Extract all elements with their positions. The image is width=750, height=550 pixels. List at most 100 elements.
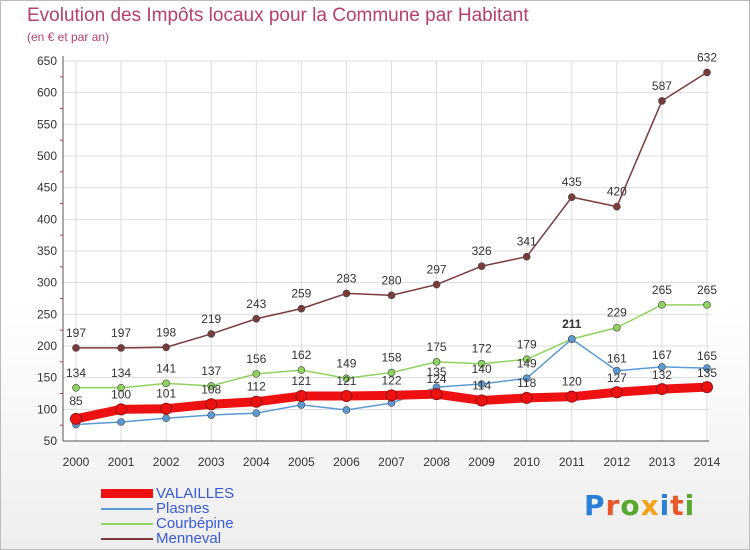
logo-letter: r <box>605 489 621 522</box>
data-point <box>295 390 308 403</box>
data-point <box>70 412 82 425</box>
x-tick-label: 2012 <box>604 455 631 469</box>
data-label: 140 <box>472 362 492 376</box>
data-point <box>567 193 576 201</box>
data-point <box>432 358 441 366</box>
data-point <box>522 355 531 364</box>
data-label: 124 <box>427 372 447 386</box>
data-point <box>703 68 711 77</box>
data-point <box>252 370 261 378</box>
chart-legend: VALAILLES Plasnes Courbépine Menneval <box>101 485 321 547</box>
y-tick-label: 600 <box>37 86 57 100</box>
data-label: 118 <box>517 376 536 390</box>
x-tick-label: 2014 <box>694 455 721 469</box>
data-point <box>565 390 578 403</box>
data-label: 197 <box>111 326 131 340</box>
x-tick-label: 2004 <box>243 455 270 469</box>
data-point <box>250 395 263 408</box>
data-point <box>115 403 128 416</box>
data-point <box>658 301 666 309</box>
data-point <box>703 301 711 309</box>
x-tick-label: 2005 <box>288 455 315 469</box>
data-label: 632 <box>697 50 717 64</box>
x-tick-label: 2009 <box>468 455 495 469</box>
data-point <box>701 381 713 394</box>
data-label: 141 <box>156 361 176 375</box>
data-label: 101 <box>156 387 176 401</box>
data-point <box>207 382 216 390</box>
data-label: 156 <box>246 352 266 366</box>
data-point <box>430 388 443 401</box>
legend-label-menneval: Menneval <box>156 530 222 547</box>
x-tick-label: 2006 <box>333 455 360 469</box>
data-label: 121 <box>336 374 356 388</box>
data-point <box>117 418 125 426</box>
legend-swatch-menneval <box>101 538 153 540</box>
data-point <box>385 389 398 402</box>
legend-swatch-courbepine <box>101 523 153 525</box>
data-label: 175 <box>427 340 447 354</box>
y-tick-label: 50 <box>44 434 58 448</box>
data-label: 120 <box>562 375 582 389</box>
data-point <box>475 394 488 407</box>
legend-label-courbepine: Courbépine <box>156 515 234 532</box>
data-label: 149 <box>336 356 356 370</box>
data-point <box>162 414 170 423</box>
legend-label-plasnes: Plasnes <box>156 500 210 517</box>
data-point <box>655 383 668 396</box>
data-label: 134 <box>111 366 131 380</box>
data-point <box>162 343 170 352</box>
data-point <box>658 363 666 371</box>
data-label: 122 <box>381 373 401 387</box>
data-label: 259 <box>291 287 311 301</box>
data-point <box>297 304 306 313</box>
y-tick-label: 450 <box>37 181 57 195</box>
data-point <box>72 383 80 392</box>
data-label: 161 <box>607 352 627 366</box>
data-label: 137 <box>201 364 221 378</box>
logo-letter: P <box>584 489 606 522</box>
legend-item-menneval: Menneval <box>101 530 321 547</box>
x-tick-label: 2007 <box>378 455 405 469</box>
data-point <box>567 335 576 343</box>
data-label: 283 <box>336 271 356 285</box>
data-point <box>477 380 486 388</box>
proxiti-logo: Proxiti <box>584 489 695 522</box>
y-tick-label: 500 <box>37 149 57 163</box>
data-point <box>207 330 216 338</box>
data-label: 172 <box>472 342 492 356</box>
data-point <box>613 366 621 375</box>
chart-subtitle: (en € et par an) <box>27 30 110 44</box>
data-point <box>520 391 533 404</box>
x-tick-label: 2000 <box>63 455 90 469</box>
x-tick-label: 2010 <box>513 455 540 469</box>
data-point <box>610 386 623 399</box>
data-point <box>387 368 396 377</box>
data-label: 435 <box>562 175 582 189</box>
data-point <box>252 409 261 417</box>
data-point <box>703 364 711 372</box>
y-tick-label: 100 <box>37 402 57 416</box>
data-point <box>658 97 666 105</box>
data-point <box>205 398 218 411</box>
legend-swatch-plasnes <box>101 508 153 510</box>
chart-title: Evolution des Impôts locaux pour la Comm… <box>27 5 529 26</box>
data-label: 341 <box>517 235 537 249</box>
data-point <box>613 323 621 332</box>
data-label: 108 <box>201 382 221 396</box>
data-label: 198 <box>156 325 176 339</box>
data-label: 211 <box>562 317 581 331</box>
y-tick-label: 650 <box>37 54 57 68</box>
logo-letter: x <box>640 489 660 522</box>
y-tick-label: 150 <box>37 371 57 385</box>
data-label: 135 <box>697 366 717 380</box>
logo-letter: o <box>620 489 641 522</box>
data-label: 127 <box>607 371 627 385</box>
data-label: 134 <box>66 366 86 380</box>
legend-item-courbepine: Courbépine <box>101 515 321 532</box>
data-point <box>160 402 173 415</box>
data-point <box>342 289 351 298</box>
data-label: 297 <box>427 263 447 277</box>
data-label: 149 <box>517 356 537 370</box>
